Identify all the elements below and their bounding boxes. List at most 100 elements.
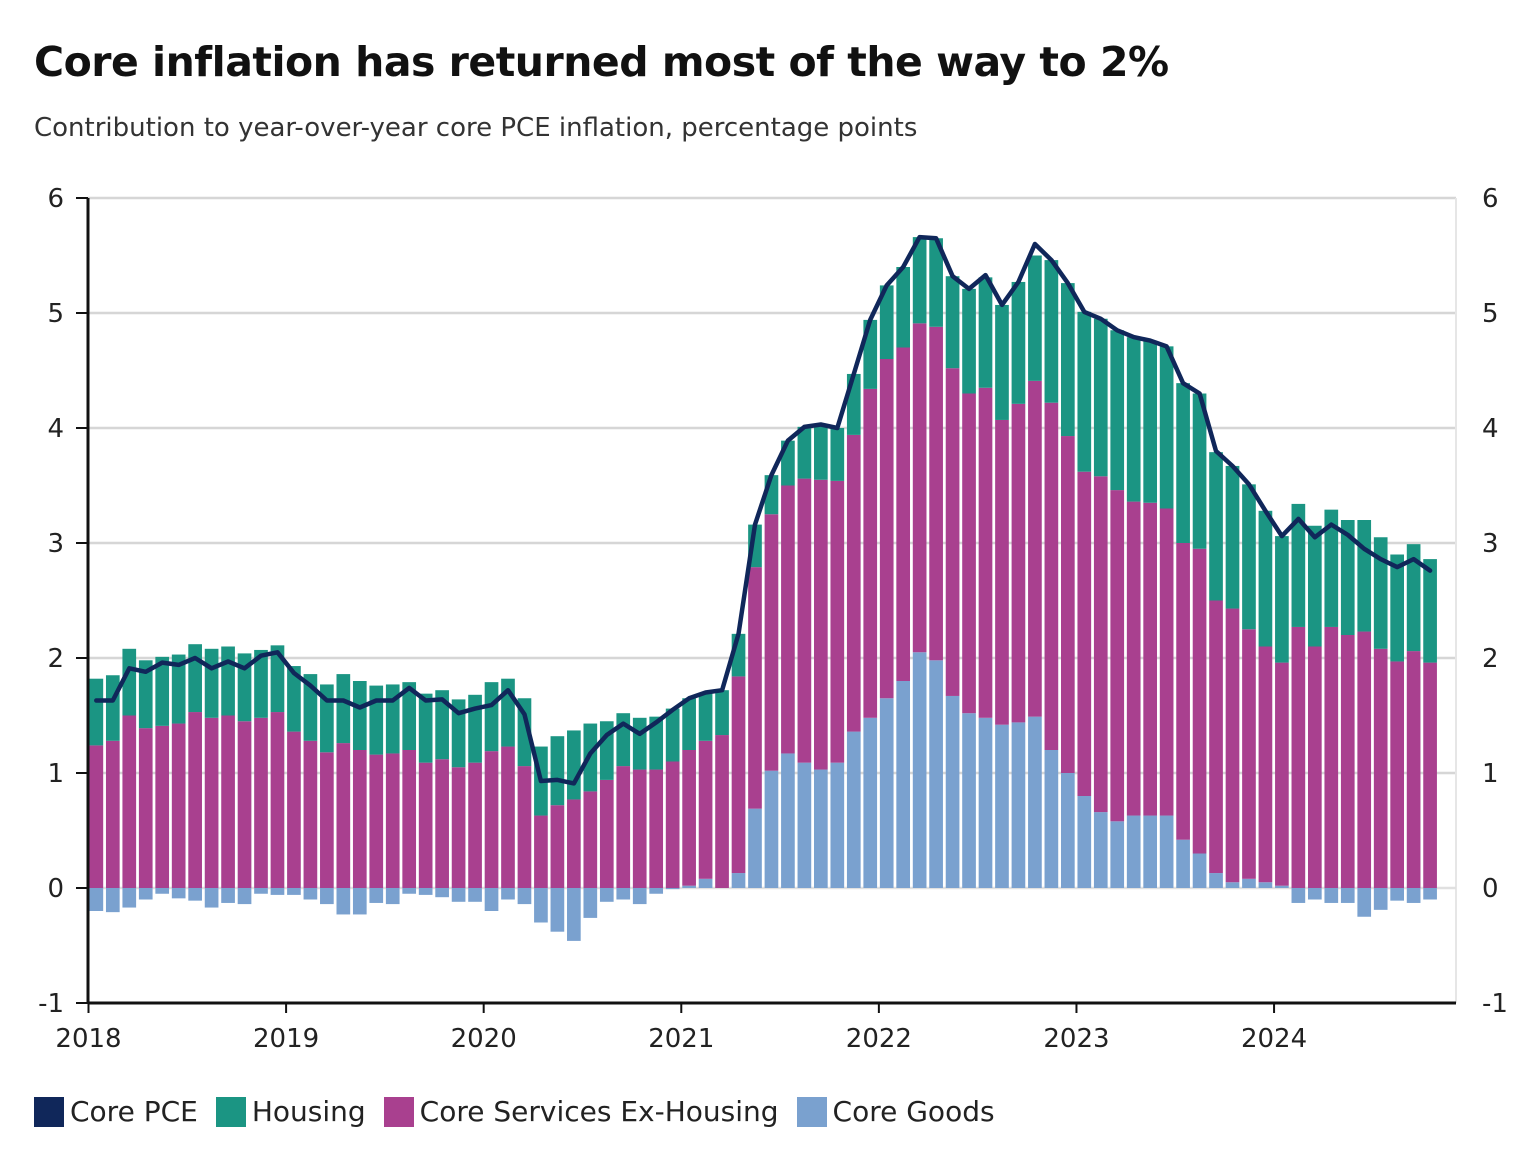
bar-core-services-ex-housing xyxy=(155,725,170,888)
bar-core-services-ex-housing xyxy=(89,745,104,888)
legend-swatch xyxy=(796,1096,827,1127)
bar-core-goods xyxy=(1126,815,1141,888)
x-tick-label: 2022 xyxy=(846,1024,912,1054)
bar-housing xyxy=(468,694,482,763)
bar-housing xyxy=(1093,318,1108,477)
legend-label: Housing xyxy=(251,1095,366,1128)
y-tick-label-left: 0 xyxy=(47,874,64,904)
bar-core-goods xyxy=(962,713,976,888)
y-tick-label-right: 4 xyxy=(1482,414,1499,444)
bar-core-goods xyxy=(484,888,499,911)
bar-core-goods xyxy=(1028,716,1042,888)
bar-housing xyxy=(105,675,120,741)
bar-housing xyxy=(171,654,186,724)
bar-core-services-ex-housing xyxy=(1110,490,1125,822)
bar-housing xyxy=(1423,559,1437,663)
bar-core-services-ex-housing xyxy=(138,728,153,888)
bar-core-goods xyxy=(336,888,351,915)
bar-core-services-ex-housing xyxy=(287,731,301,888)
bar-housing xyxy=(1225,465,1240,609)
bar-core-services-ex-housing xyxy=(748,567,762,809)
bar-core-goods xyxy=(1143,815,1158,888)
bar-core-services-ex-housing xyxy=(1077,471,1092,796)
bar-core-goods xyxy=(435,888,449,898)
bar-core-goods xyxy=(221,888,235,903)
bar-core-goods xyxy=(1044,750,1059,888)
bar-core-services-ex-housing xyxy=(616,766,631,888)
y-tick-label-left: 1 xyxy=(47,759,64,789)
bar-core-services-ex-housing xyxy=(270,712,285,888)
legend-swatch xyxy=(34,1096,64,1127)
y-tick-label-right: 2 xyxy=(1482,644,1499,674)
legend: Core PCE Housing Core Services Ex-Housing C… xyxy=(34,1095,1013,1128)
bar-housing xyxy=(1192,393,1207,549)
bar-housing xyxy=(1307,525,1322,647)
bar-core-services-ex-housing xyxy=(632,769,647,888)
bar-core-services-ex-housing xyxy=(1275,662,1289,886)
bar-core-services-ex-housing xyxy=(731,676,746,874)
bar-core-services-ex-housing xyxy=(912,323,927,653)
bar-housing xyxy=(188,644,202,713)
bar-housing xyxy=(567,730,581,800)
bar-core-goods xyxy=(1357,888,1372,917)
bar-core-goods xyxy=(287,888,301,895)
bar-core-services-ex-housing xyxy=(962,393,976,714)
x-tick-label: 2024 xyxy=(1241,1024,1307,1054)
bar-housing xyxy=(978,277,993,388)
bar-core-services-ex-housing xyxy=(105,740,120,888)
x-tick-label: 2019 xyxy=(253,1024,319,1054)
bar-core-goods xyxy=(352,888,367,915)
bar-core-goods xyxy=(237,888,252,905)
bar-housing xyxy=(1291,503,1306,627)
bar-core-goods xyxy=(764,770,779,888)
bar-core-services-ex-housing xyxy=(501,746,515,888)
bar-housing xyxy=(1060,283,1075,437)
bar-housing xyxy=(435,690,449,760)
bar-housing xyxy=(1390,554,1404,662)
bar-core-goods xyxy=(1077,796,1092,888)
bar-core-goods xyxy=(1291,888,1306,903)
bar-core-services-ex-housing xyxy=(1209,600,1223,874)
bar-core-goods xyxy=(122,888,137,908)
bar-core-goods xyxy=(781,753,795,888)
bar-core-goods xyxy=(731,873,746,888)
bar-core-services-ex-housing xyxy=(1357,631,1372,888)
y-tick-label-left: 5 xyxy=(47,299,64,329)
bar-core-goods xyxy=(303,888,318,900)
bar-core-goods xyxy=(270,888,285,895)
bar-housing xyxy=(402,682,417,750)
bar-housing xyxy=(1176,383,1190,543)
bar-core-goods xyxy=(385,888,400,905)
bar-core-goods xyxy=(1340,888,1355,903)
bar-core-goods xyxy=(649,888,664,894)
bar-core-services-ex-housing xyxy=(665,761,680,888)
core-pce-line xyxy=(94,234,1433,786)
bar-housing xyxy=(1406,544,1421,652)
bar-housing xyxy=(352,681,367,750)
bar-core-services-ex-housing xyxy=(385,753,400,888)
legend-label: Core PCE xyxy=(70,1095,198,1128)
bar-core-goods xyxy=(468,888,482,902)
bar-core-goods xyxy=(912,652,927,888)
bar-housing xyxy=(1258,510,1273,647)
bar-core-goods xyxy=(1324,888,1339,903)
bar-core-goods xyxy=(682,885,696,888)
bar-core-goods xyxy=(698,878,713,888)
x-tick-label: 2020 xyxy=(451,1024,517,1054)
legend-swatch xyxy=(215,1096,246,1127)
bar-housing xyxy=(1044,260,1059,403)
bar-core-services-ex-housing xyxy=(995,419,1009,725)
bar-housing xyxy=(550,736,565,806)
bar-core-services-ex-housing xyxy=(1324,626,1339,888)
bar-core-services-ex-housing xyxy=(1159,508,1174,816)
x-tick-label: 2023 xyxy=(1043,1024,1109,1054)
bar-core-services-ex-housing xyxy=(237,721,252,888)
bar-housing xyxy=(682,698,696,750)
bar-housing xyxy=(896,267,911,348)
bar-housing xyxy=(418,693,433,763)
bar-core-services-ex-housing xyxy=(221,715,235,888)
bar-housing xyxy=(665,708,680,762)
core-pce-line-layer xyxy=(94,234,1433,786)
bar-housing xyxy=(1159,346,1174,509)
bar-housing xyxy=(1275,536,1289,663)
